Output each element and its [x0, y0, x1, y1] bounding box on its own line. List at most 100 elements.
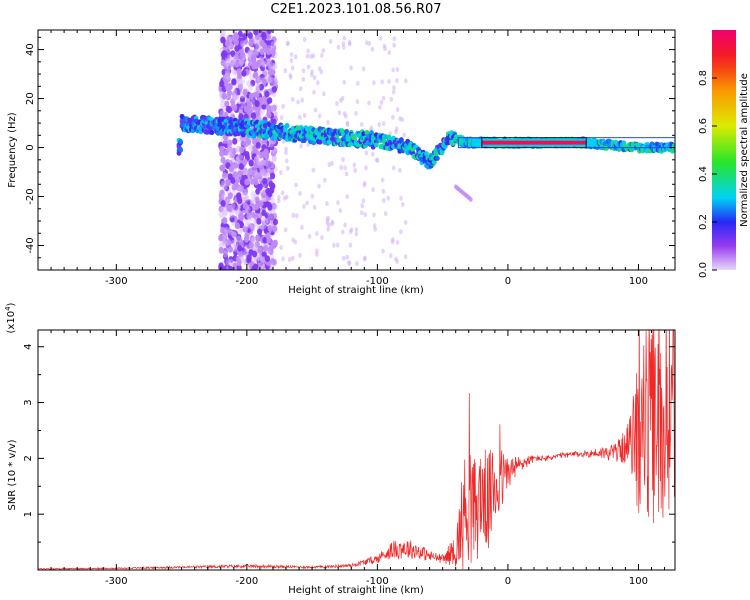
noise-cell: [246, 254, 252, 261]
noise-cell: [241, 101, 247, 109]
noise-cell: [383, 46, 387, 52]
snr-frame: [37, 329, 676, 571]
noise-cell: [254, 203, 260, 210]
noise-cell: [248, 241, 254, 249]
noise-cell: [232, 161, 238, 169]
noise-cell: [230, 177, 236, 184]
noise-cell: [238, 82, 244, 90]
noise-cell: [290, 97, 295, 102]
noise-cell: [232, 245, 238, 252]
noise-cell: [232, 104, 238, 111]
noise-cell: [266, 237, 272, 244]
noise-cell: [234, 88, 240, 95]
x-tick-label: 100: [629, 576, 648, 587]
noise-cell: [289, 58, 294, 63]
noise-cell: [265, 165, 271, 173]
noise-cell: [255, 142, 261, 149]
noise-cell: [270, 105, 276, 112]
noise-cell: [244, 222, 250, 229]
noise-cell: [372, 212, 376, 218]
noise-cell: [345, 122, 350, 127]
x-axis-title: Height of straight line (km): [288, 285, 424, 296]
noise-cell: [223, 241, 229, 249]
noise-cell: [223, 226, 229, 234]
noise-cell: [233, 240, 239, 248]
noise-cell: [293, 54, 298, 60]
noise-cell: [218, 108, 224, 116]
noise-cell: [403, 254, 408, 260]
noise-cell: [349, 65, 353, 71]
noise-cell: [387, 50, 392, 55]
noise-cell: [253, 178, 259, 186]
noise-cell: [238, 185, 245, 192]
noise-cell: [231, 78, 237, 85]
noise-cell: [367, 41, 372, 46]
noise-cell: [298, 114, 302, 120]
x-axis-title: Height of straight line (km): [288, 585, 424, 596]
noise-cell: [232, 56, 238, 63]
noise-cell: [222, 250, 228, 258]
noise-cell: [341, 157, 345, 163]
noise-cell: [224, 100, 230, 108]
noise-cell: [220, 164, 226, 172]
noise-cell: [395, 67, 400, 72]
noise-cell: [261, 222, 267, 229]
noise-cell: [219, 150, 225, 158]
noise-cell: [337, 110, 342, 116]
noise-cell: [262, 61, 268, 69]
noise-cell: [302, 204, 306, 209]
noise-cell: [272, 62, 278, 70]
noise-cell: [298, 252, 302, 258]
noise-cell: [308, 266, 313, 270]
noise-cell: [218, 246, 224, 254]
noise-cell: [236, 235, 242, 243]
noise-cell: [279, 115, 284, 121]
noise-cell: [234, 45, 240, 52]
noise-cell: [336, 200, 340, 206]
noise-cell: [359, 210, 364, 216]
noise-cell: [253, 71, 259, 79]
noise-cell: [236, 259, 242, 267]
trace-cell: [399, 137, 404, 143]
noise-cell: [250, 225, 256, 233]
noise-cell: [220, 30, 226, 37]
noise-cell: [218, 211, 224, 219]
noise-cell: [244, 266, 250, 270]
noise-cell: [228, 265, 234, 270]
noise-cell: [268, 140, 274, 148]
noise-cell: [283, 68, 288, 74]
noise-cell: [263, 148, 269, 156]
noise-cell: [248, 39, 254, 47]
noise-cell: [342, 79, 347, 85]
x-tick-label: -100: [366, 276, 389, 287]
noise-cell: [289, 52, 294, 58]
colorbar-tick-label: 0.0: [698, 262, 709, 278]
noise-cell: [285, 165, 290, 171]
noise-cell: [219, 178, 225, 186]
noise-cell: [227, 82, 233, 90]
noise-cell: [272, 218, 278, 226]
noise-cell: [390, 239, 395, 245]
noise-cell: [320, 52, 324, 58]
noise-cell: [291, 255, 295, 261]
noise-cell: [254, 49, 260, 57]
noise-cell: [274, 111, 278, 117]
noise-cell: [225, 46, 232, 54]
noise-cell: [243, 167, 249, 175]
y-tick-label: 1: [23, 511, 34, 517]
noise-cell: [252, 48, 258, 56]
trace-cell: [431, 159, 437, 165]
noise-cell: [224, 59, 230, 67]
trace-cell: [373, 142, 379, 148]
noise-cell: [261, 191, 267, 199]
noise-cell: [341, 255, 346, 261]
noise-cell: [226, 204, 232, 212]
trace-cell: [621, 140, 627, 146]
noise-cell: [363, 212, 368, 217]
noise-cell: [251, 255, 257, 263]
noise-cell: [228, 165, 234, 173]
y-multiplier-close: ): [6, 302, 17, 306]
trace-cell: [178, 146, 183, 153]
trace-cell: [344, 128, 349, 135]
trace-cell: [369, 130, 374, 136]
